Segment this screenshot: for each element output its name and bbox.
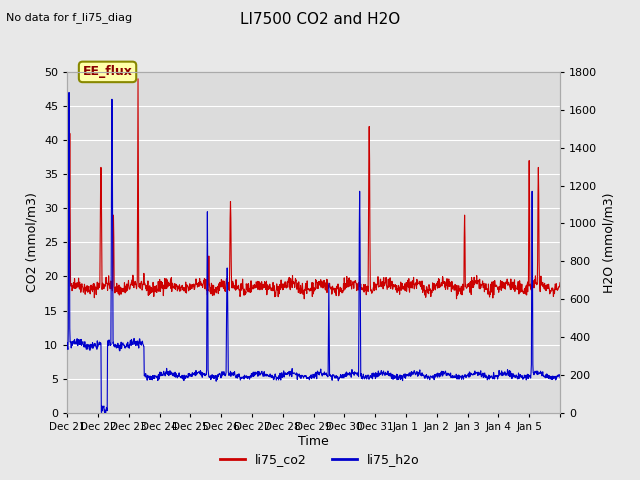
Text: No data for f_li75_diag: No data for f_li75_diag <box>6 12 132 23</box>
Y-axis label: H2O (mmol/m3): H2O (mmol/m3) <box>603 192 616 293</box>
X-axis label: Time: Time <box>298 434 329 448</box>
Text: LI7500 CO2 and H2O: LI7500 CO2 and H2O <box>240 12 400 27</box>
Y-axis label: CO2 (mmol/m3): CO2 (mmol/m3) <box>26 192 38 292</box>
Text: EE_flux: EE_flux <box>83 65 132 78</box>
Legend: li75_co2, li75_h2o: li75_co2, li75_h2o <box>215 448 425 471</box>
